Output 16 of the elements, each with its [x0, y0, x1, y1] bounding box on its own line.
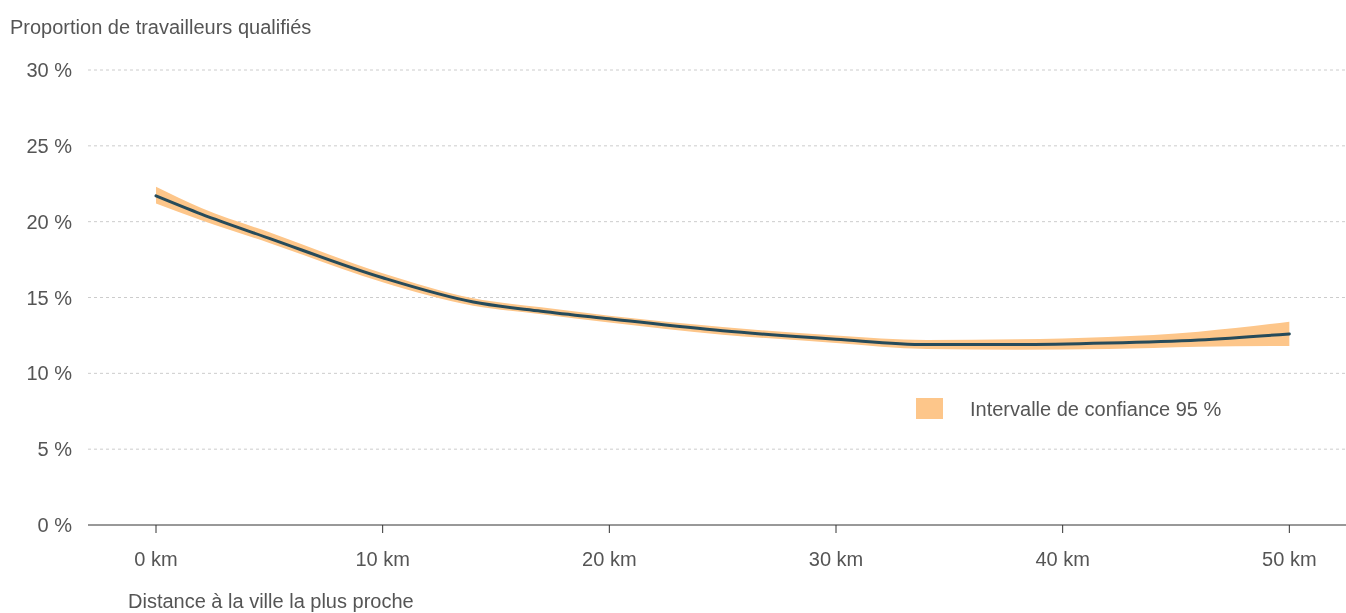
y-tick-label: 15 %: [26, 286, 73, 309]
y-axis-title: Proportion de travailleurs qualifiés: [10, 16, 312, 38]
x-tick-label: 50 km: [1262, 548, 1317, 570]
y-tick-label: 25 %: [26, 134, 73, 157]
x-tick-label: 40 km: [1035, 548, 1090, 570]
x-tick-label: 0 km: [134, 548, 178, 570]
x-tick-label: 30 km: [808, 548, 864, 570]
y-tick-label: 5 %: [37, 438, 73, 461]
x-tick-label: 20 km: [582, 548, 637, 570]
x-tick-label: 10 km: [355, 548, 410, 570]
y-tick-label: 0 %: [37, 514, 73, 536]
y-tick-label: 10 %: [26, 362, 73, 385]
y-tick-label: 20 %: [26, 210, 73, 233]
annotation: Intervalle de confiance 95 %: [970, 398, 1222, 420]
x-axis-title: Distance à la ville la plus proche: [128, 590, 414, 612]
y-tick-label: 30 %: [26, 59, 73, 81]
